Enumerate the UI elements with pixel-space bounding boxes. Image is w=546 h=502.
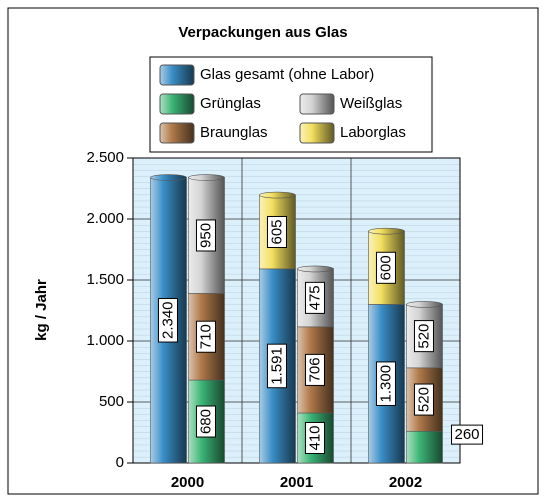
- data-label: 520: [415, 324, 432, 349]
- data-label: 680: [197, 409, 214, 434]
- data-label: 600: [377, 255, 394, 280]
- y-tick-label: 500: [99, 393, 124, 410]
- data-label: 260: [455, 426, 480, 443]
- data-label: 605: [268, 219, 285, 244]
- bar-cap: [150, 174, 187, 181]
- legend-label: Glas gesamt (ohne Labor): [200, 66, 374, 83]
- data-label-box: [375, 361, 396, 406]
- chart-title: Verpackungen aus Glas: [178, 24, 347, 41]
- data-label-box: [304, 421, 325, 455]
- data-label: 950: [197, 223, 214, 248]
- data-label-box: [304, 281, 325, 314]
- data-label-box: [157, 297, 178, 343]
- bar-cap: [368, 227, 405, 235]
- legend-swatch: [159, 64, 195, 86]
- data-label: 475: [306, 285, 323, 310]
- bar-cap: [297, 265, 334, 273]
- legend-swatch: [299, 93, 335, 115]
- legend-swatch: [299, 122, 335, 144]
- y-tick-label: 1.500: [86, 271, 124, 288]
- data-label-box: [375, 251, 396, 284]
- legend-swatch: [159, 122, 195, 144]
- data-label: 710: [197, 324, 214, 349]
- data-label-box: [266, 343, 287, 389]
- bar-cap: [188, 174, 225, 181]
- data-label: 2.340: [159, 301, 176, 339]
- data-label-box: [195, 219, 216, 252]
- y-tick-label: 0: [116, 454, 124, 471]
- data-label: 520: [415, 387, 432, 412]
- data-label-box: [195, 320, 216, 353]
- plot-minor-grid: [133, 158, 460, 463]
- legend: [149, 56, 433, 153]
- data-label-box: [304, 353, 325, 386]
- y-tick-label: 1.000: [86, 332, 124, 349]
- y-tick-label: 2.500: [86, 149, 124, 166]
- data-label-box: [266, 215, 287, 249]
- data-label-box: [413, 383, 434, 416]
- bar-cap: [406, 301, 443, 308]
- bar-segment: [368, 230, 405, 305]
- data-label-box: [195, 405, 216, 438]
- bar-segment: [406, 430, 443, 464]
- data-label: 706: [306, 357, 323, 382]
- legend-label: Laborglas: [340, 124, 406, 141]
- data-label: 410: [306, 425, 323, 450]
- data-label: 1.300: [377, 365, 394, 403]
- y-tick-label: 2.000: [86, 210, 124, 227]
- y-axis-label: kg / Jahr: [33, 279, 50, 341]
- data-label: 1.591: [268, 347, 285, 385]
- legend-swatch: [159, 93, 195, 115]
- data-label-box: [451, 424, 484, 445]
- bar-cap: [259, 191, 296, 199]
- legend-label: Weißglas: [340, 95, 402, 112]
- legend-label: Braunglas: [200, 124, 268, 141]
- x-tick-label: 2002: [389, 474, 422, 491]
- data-label-box: [413, 320, 434, 353]
- x-tick-label: 2000: [171, 474, 204, 491]
- x-tick-label: 2001: [280, 474, 313, 491]
- legend-label: Grünglas: [200, 95, 261, 112]
